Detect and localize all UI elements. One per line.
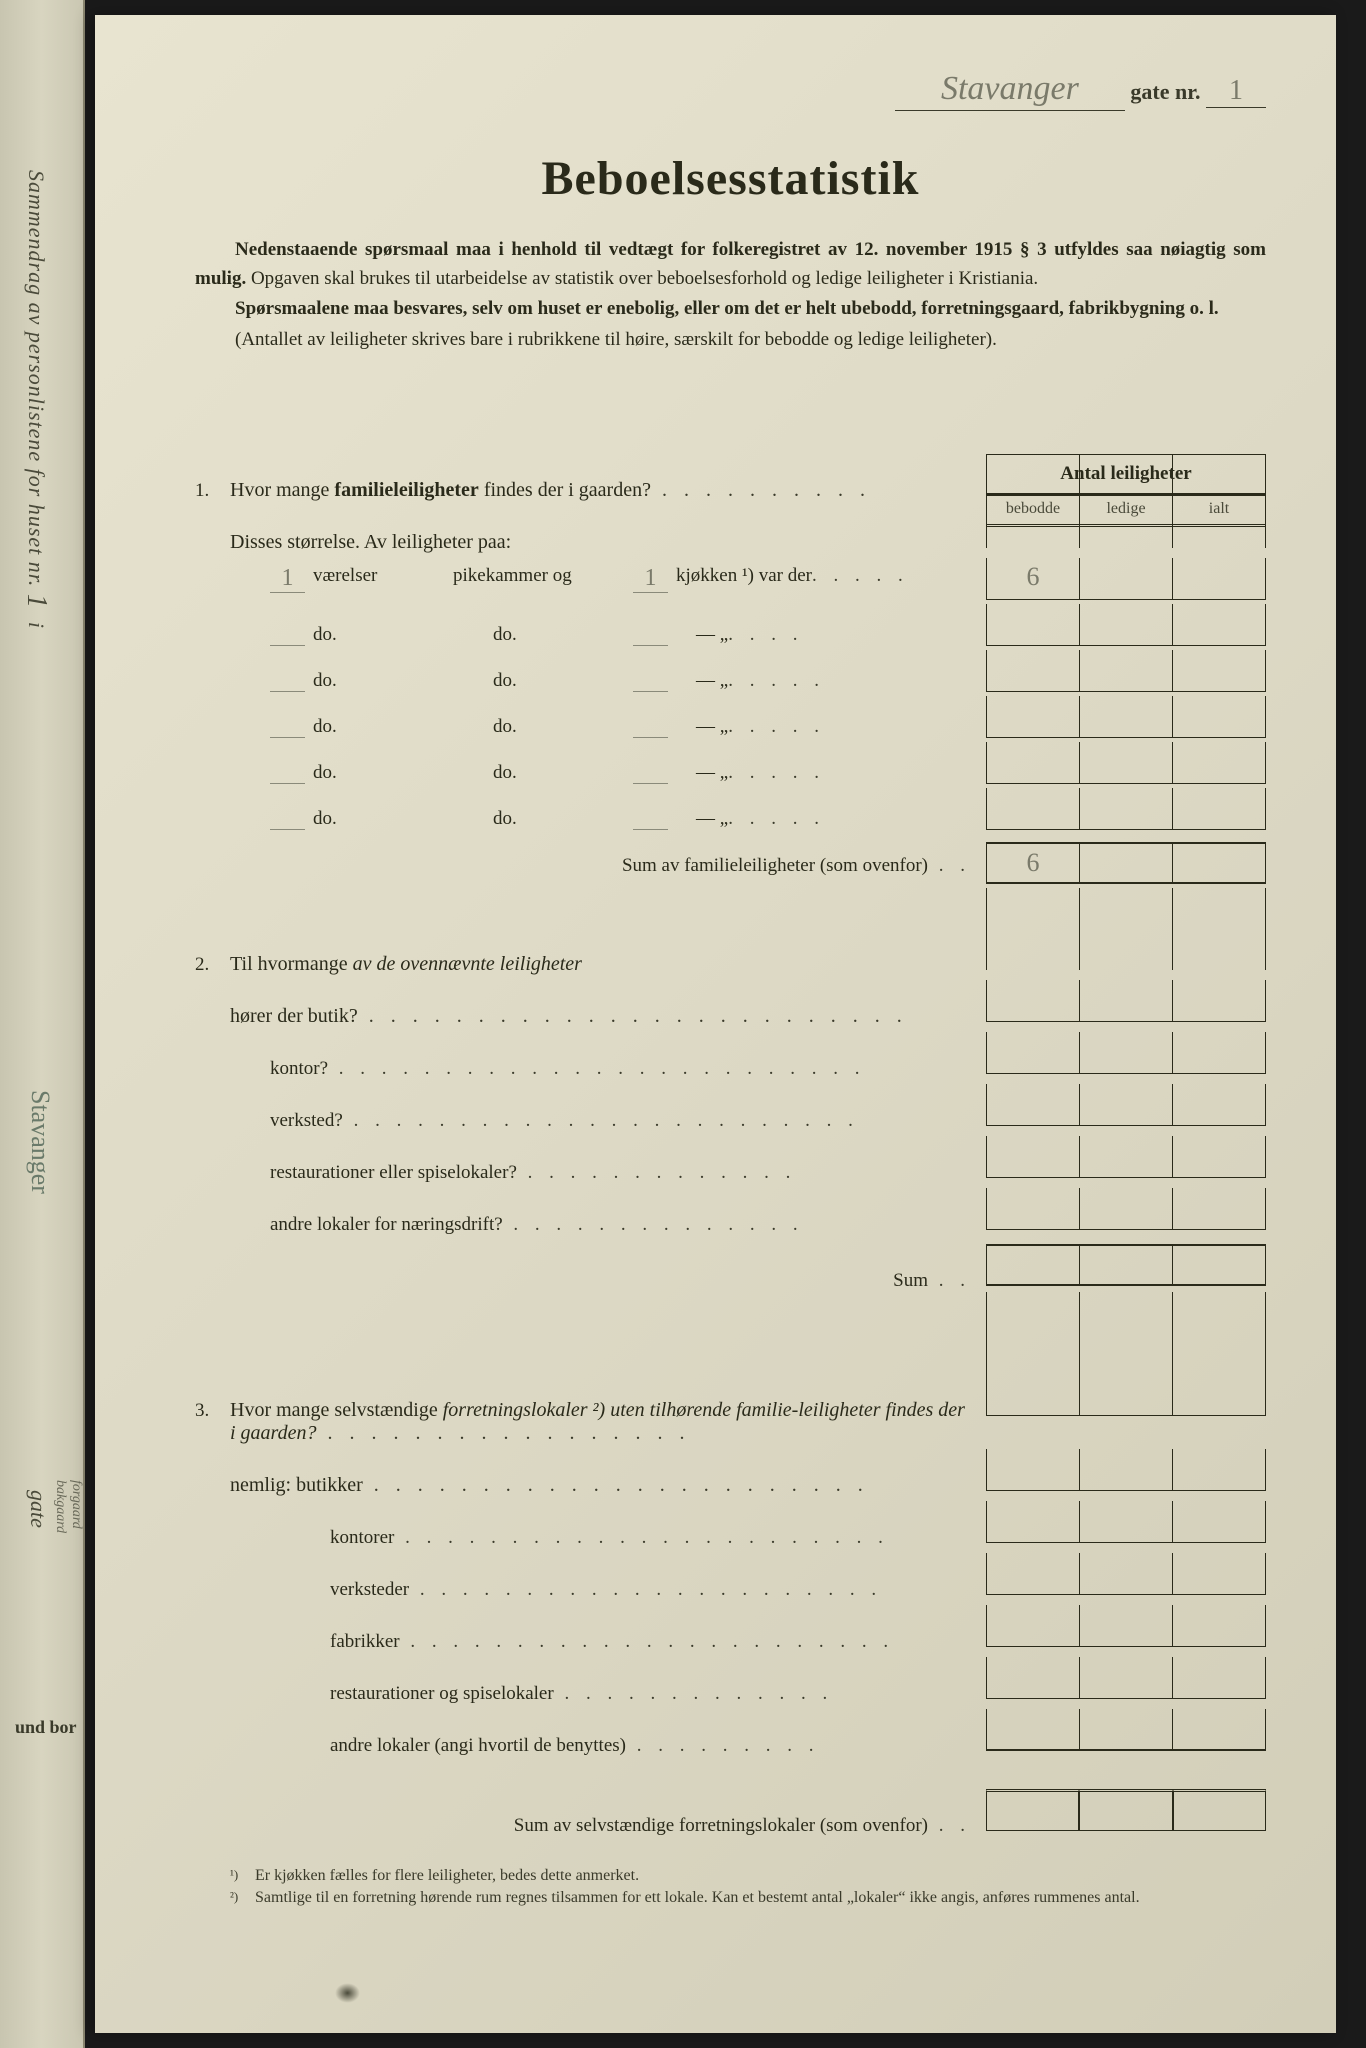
q2-text: Til hvormange av de ovennævnte leilighet… — [230, 953, 986, 976]
q1-sum-row: Sum av familieleiligheter (som ovenfor) … — [195, 842, 1266, 888]
page-title: Beboelsesstatistik — [195, 151, 1266, 206]
q3-text: Hvor mange selvstændige forretningslokal… — [230, 1399, 986, 1445]
header-address: Stavanger gate nr. 1 — [195, 70, 1266, 111]
main-table: Antal leiligheter bebodde ledige ialt 1.… — [195, 454, 1266, 1837]
room-row-0: 1 værelser pikekammer og 1 kjøkken ¹) va… — [195, 558, 1266, 604]
q3-sum-row: Sum av selvstændige forretningslokaler (… — [195, 1789, 1266, 1837]
stain-mark — [335, 1983, 360, 2003]
question-2: 2. Til hvormange av de ovennævnte leilig… — [195, 928, 1266, 1292]
q2-item-4: andre lokaler for næringsdrift? . . . . … — [195, 1188, 1266, 1236]
q1-number: 1. — [195, 480, 230, 502]
room-row-5: do. do. — „ . . . . . — [195, 788, 1266, 834]
book-spine: Sammendrag av personlistene for huset nr… — [0, 0, 85, 2048]
question-3: 3. Hvor mange selvstændige forretningslo… — [195, 1332, 1266, 1837]
room-row-1: do. do. — „ . . . . — [195, 604, 1266, 650]
room-row-2: do. do. — „ . . . . . — [195, 650, 1266, 696]
street-name-handwritten: Stavanger — [895, 70, 1125, 111]
spine-gate-label: gate — [25, 1490, 51, 1528]
intro-para2: Spørsmaalene maa besvares, selv om huset… — [195, 295, 1266, 324]
gate-number-handwritten: 1 — [1206, 75, 1266, 108]
q3-item-0: nemlig: butikker . . . . . . . . . . . .… — [195, 1449, 1266, 1497]
room0-bebodde: 6 — [987, 558, 1080, 600]
q3-item-1: kontorer . . . . . . . . . . . . . . . .… — [195, 1501, 1266, 1549]
room-row-4: do. do. — „ . . . . . — [195, 742, 1266, 788]
q3-item-3: fabrikker . . . . . . . . . . . . . . . … — [195, 1605, 1266, 1653]
table-header-title: Antal leiligheter — [987, 455, 1265, 494]
q3-item-4: restaurationer og spiselokaler . . . . .… — [195, 1657, 1266, 1705]
q2-sum-row: Sum . . — [195, 1244, 1266, 1292]
room-row-3: do. do. — „ . . . . . — [195, 696, 1266, 742]
col-bebodde: bebodde — [987, 494, 1080, 524]
spine-street-handwriting: Stavanger — [25, 1090, 55, 1194]
col-ledige: ledige — [1080, 494, 1173, 524]
q2-item-1: kontor? . . . . . . . . . . . . . . . . … — [195, 1032, 1266, 1080]
spine-bottom-text: und bor — [15, 1717, 77, 1738]
intro-para1: Nedenstaaende spørsmaal maa i henhold ti… — [195, 236, 1266, 293]
gate-label: gate nr. — [1130, 79, 1200, 104]
spine-small-labels: forgaardbakgaard — [52, 1480, 84, 1533]
footnote-1: ¹) Er kjøkken fælles for flere leilighet… — [230, 1867, 1266, 1885]
intro-text: Nedenstaaende spørsmaal maa i henhold ti… — [195, 236, 1266, 354]
q2-item-3: restaurationer eller spiselokaler? . . .… — [195, 1136, 1266, 1184]
q2-item-2: verksted? . . . . . . . . . . . . . . . … — [195, 1084, 1266, 1132]
q1-text: Hvor mange familieleiligheter findes der… — [230, 479, 986, 502]
q3-number: 3. — [195, 1400, 230, 1422]
q2-item-0: hører der butik? . . . . . . . . . . . .… — [195, 980, 1266, 1028]
col-ialt: ialt — [1173, 494, 1265, 524]
spine-text: Sammendrag av personlistene for huset nr… — [20, 170, 52, 629]
q3-item-2: verksteder . . . . . . . . . . . . . . .… — [195, 1553, 1266, 1601]
table-header: Antal leiligheter bebodde ledige ialt — [986, 454, 1266, 527]
q2-number: 2. — [195, 954, 230, 976]
document-page: Stavanger gate nr. 1 Beboelsesstatistik … — [95, 15, 1336, 2033]
q3-item-5: andre lokaler (angi hvortil de benyttes)… — [195, 1709, 1266, 1757]
footnotes: ¹) Er kjøkken fælles for flere leilighet… — [195, 1867, 1266, 1907]
footnote-2: ²) Samtlige til en forretning hørende ru… — [230, 1889, 1266, 1907]
q1-sum-bebodde: 6 — [987, 842, 1080, 884]
q1-subtitle: Disses størrelse. Av leiligheter paa: — [230, 531, 986, 554]
intro-para3: (Antallet av leiligheter skrives bare i … — [195, 326, 1266, 355]
